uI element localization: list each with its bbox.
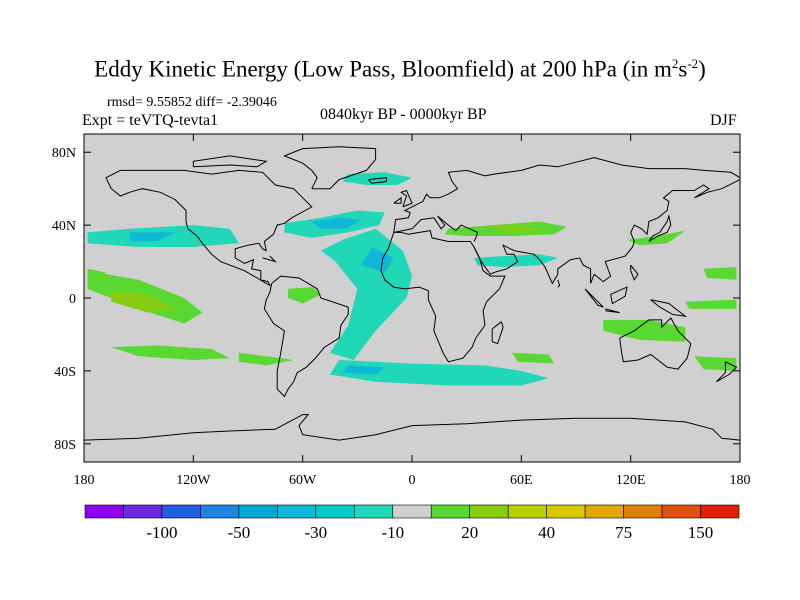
map-background bbox=[84, 134, 740, 462]
lat-tick-label: 80S bbox=[54, 438, 76, 453]
region-dateline-green-n bbox=[703, 267, 737, 280]
colorbar-swatch bbox=[123, 504, 163, 519]
coastline-13 bbox=[584, 288, 604, 308]
coastline-0 bbox=[105, 169, 313, 287]
coastline-8 bbox=[399, 189, 413, 208]
lat-tick-label: 0 bbox=[69, 292, 76, 307]
coastline-2 bbox=[283, 146, 377, 190]
region-australia-green bbox=[603, 319, 686, 342]
colorbar-label: -50 bbox=[228, 523, 251, 542]
colorbar-label: 40 bbox=[538, 523, 555, 542]
lon-tick-label: 120E bbox=[616, 473, 646, 488]
region-atlantic-diagonal-core bbox=[361, 247, 394, 273]
colorbar-swatch bbox=[392, 504, 432, 519]
colorbar-swatch bbox=[623, 504, 663, 519]
coastline-10 bbox=[367, 177, 387, 184]
coastline-15 bbox=[610, 286, 628, 305]
colorbar: -100 -50 -30 -10 20 40 75 150 bbox=[84, 504, 740, 542]
region-south-pacific-green bbox=[111, 345, 230, 360]
colorbar-swatch bbox=[200, 504, 240, 519]
colorbar-label: -10 bbox=[381, 523, 404, 542]
lon-tick-label: 120W bbox=[176, 473, 211, 488]
region-southern-ocean-core bbox=[342, 365, 385, 375]
experiment-label: Expt = teVTQ-tevta1 bbox=[82, 112, 219, 129]
colorbar-swatch bbox=[430, 504, 471, 519]
coastline-1 bbox=[263, 275, 349, 398]
colorbar-swatch bbox=[546, 504, 586, 519]
region-east-asia-green bbox=[627, 230, 686, 246]
region-southern-ocean-band bbox=[330, 360, 549, 386]
lon-tick-label: 180 bbox=[730, 473, 751, 488]
colorbar-swatch bbox=[84, 504, 124, 519]
coastline-19 bbox=[557, 279, 561, 288]
colorbar-swatch bbox=[700, 504, 740, 519]
colorbar-label: -30 bbox=[304, 523, 327, 542]
region-east-pacific-yellowgreen bbox=[111, 290, 176, 313]
colorbar-swatch bbox=[507, 504, 547, 519]
coastlines bbox=[84, 146, 740, 441]
colorbar-label: 20 bbox=[461, 523, 478, 542]
region-argentina-green bbox=[238, 352, 294, 366]
period-label: 0840kyr BP - 0000kyr BP bbox=[320, 106, 487, 123]
stats-text: rmsd= 9.55852 diff= -2.39046 bbox=[107, 95, 277, 110]
colorbar-swatch bbox=[277, 504, 317, 519]
season-label: DJF bbox=[710, 112, 737, 129]
coastline-21 bbox=[192, 155, 268, 168]
region-north-atlantic-core bbox=[311, 217, 361, 229]
coastline-16 bbox=[630, 264, 639, 281]
lat-tick-label: 40N bbox=[52, 219, 76, 234]
coastline-9 bbox=[393, 196, 402, 204]
contour-fills bbox=[87, 172, 737, 386]
colorbar-swatch bbox=[161, 504, 201, 519]
coastline-3 bbox=[380, 230, 506, 363]
colorbar-swatch bbox=[238, 504, 278, 519]
coastline-14 bbox=[605, 308, 620, 314]
coastline-11 bbox=[648, 214, 672, 242]
region-indian-green bbox=[512, 352, 555, 364]
region-tropical-atlantic-green bbox=[288, 287, 321, 304]
coastline-5 bbox=[393, 215, 479, 242]
lat-tick-label: 80N bbox=[52, 146, 76, 161]
region-asia-yellowgreen bbox=[484, 225, 540, 233]
colorbar-swatch bbox=[353, 504, 394, 519]
coastline-4 bbox=[393, 157, 740, 233]
region-dateline-green-s bbox=[685, 299, 737, 309]
colorbar-label: 150 bbox=[688, 523, 714, 542]
colorbar-swatch bbox=[469, 504, 509, 519]
colorbar-swatch bbox=[315, 504, 355, 519]
coastline-12 bbox=[491, 321, 504, 345]
region-north-pacific-core bbox=[129, 232, 176, 242]
coastline-18 bbox=[715, 361, 738, 383]
axis-ticks: 180 120W 60W 0 60E 120E 180 80N 40N 0 40S 80S bbox=[52, 134, 751, 488]
colorbar-swatch bbox=[661, 504, 701, 519]
lat-tick-label: 40S bbox=[54, 365, 76, 380]
colorbar-label: 75 bbox=[615, 523, 632, 542]
colorbar-swatch bbox=[584, 504, 624, 519]
lon-tick-label: 60E bbox=[510, 473, 533, 488]
coastline-17 bbox=[650, 299, 688, 317]
region-nw-pacific-yellowgreen bbox=[87, 268, 106, 280]
coastline-22 bbox=[84, 414, 740, 441]
coastline-7 bbox=[619, 317, 692, 370]
map-title: Eddy Kinetic Energy (Low Pass, Bloomfiel… bbox=[94, 56, 706, 82]
coastline-6 bbox=[473, 179, 740, 285]
lon-tick-label: 180 bbox=[74, 473, 95, 488]
lon-tick-label: 60W bbox=[289, 473, 317, 488]
lon-tick-label: 0 bbox=[409, 473, 416, 488]
coastline-20 bbox=[262, 255, 277, 263]
colorbar-label: -100 bbox=[146, 523, 177, 542]
